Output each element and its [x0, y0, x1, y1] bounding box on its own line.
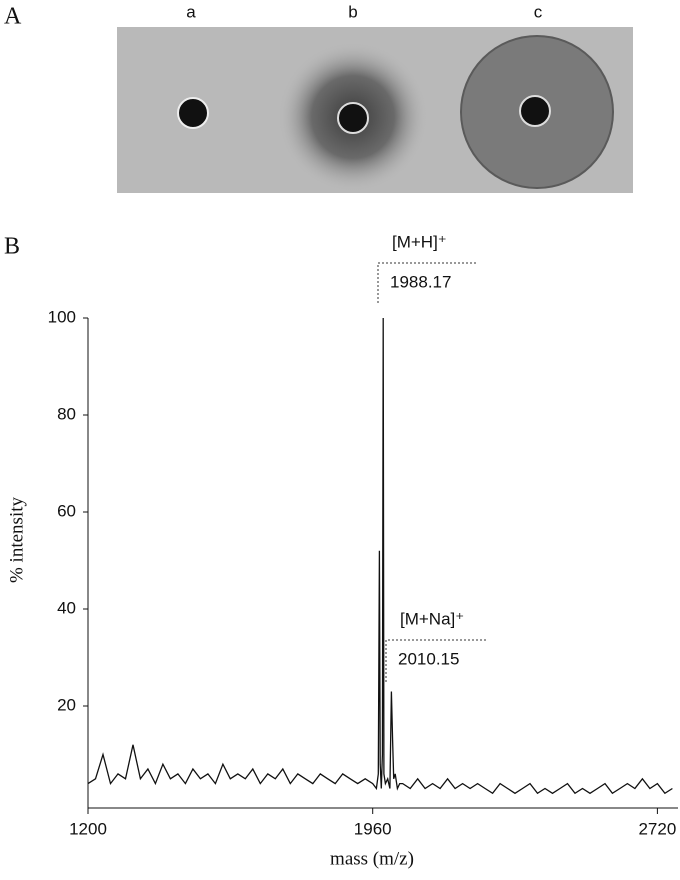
- x-axis-title: mass (m/z): [330, 848, 414, 869]
- annotation-bracket: [377, 262, 478, 303]
- well: [337, 102, 369, 134]
- panel-label: B: [4, 234, 20, 260]
- y-tick-label: 80: [57, 404, 76, 423]
- well-label: b: [348, 2, 357, 21]
- well: [177, 97, 209, 129]
- spectrum-line: [87, 317, 673, 795]
- well-label: c: [534, 2, 543, 21]
- annotation-bracket: [385, 639, 486, 682]
- y-axis-title: % intensity: [6, 496, 27, 583]
- well: [519, 95, 551, 127]
- annotation-label: [M+H]⁺: [392, 232, 447, 251]
- annotation-label: [M+Na]⁺: [400, 609, 464, 628]
- plate-photo: [117, 27, 633, 193]
- well-label: a: [186, 2, 196, 21]
- y-tick-label: 100: [48, 307, 76, 326]
- x-tick-label: 2720: [638, 819, 676, 838]
- y-tick-label: 20: [57, 695, 76, 714]
- x-tick-label: 1960: [354, 819, 392, 838]
- annotation-mass: 1988.17: [390, 272, 451, 291]
- annotation-mass: 2010.15: [398, 649, 459, 668]
- y-tick-label: 60: [57, 501, 76, 520]
- y-tick-label: 40: [57, 598, 76, 617]
- panel-label: A: [4, 4, 22, 30]
- x-tick-label: 1200: [69, 819, 107, 838]
